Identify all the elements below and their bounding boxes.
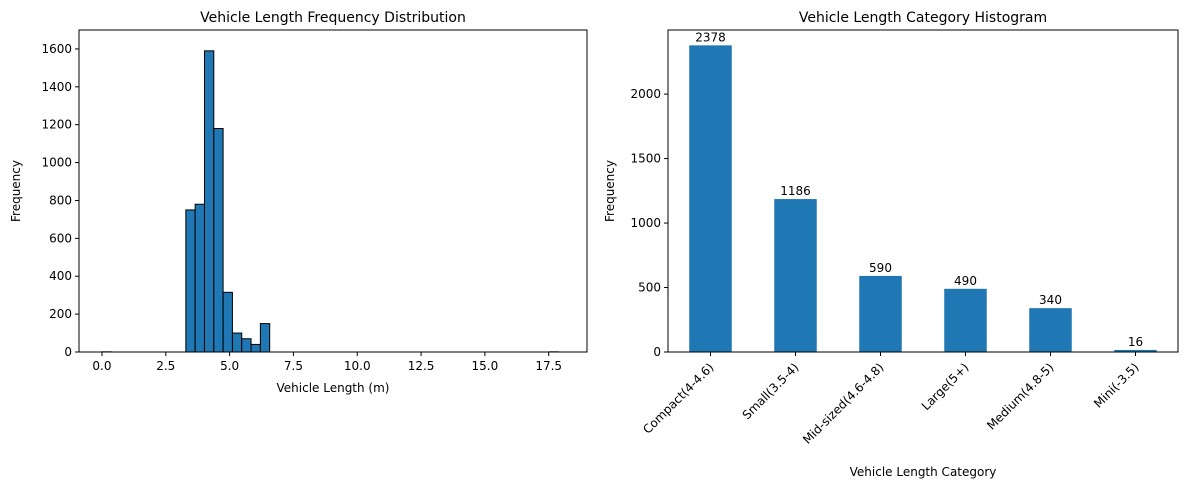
category-bars xyxy=(689,45,1157,353)
y-tick-label: 1500 xyxy=(630,152,661,166)
category-bar xyxy=(859,275,902,352)
histogram-bar xyxy=(203,50,215,353)
histogram-bars xyxy=(101,50,560,353)
left-axes-frame xyxy=(78,29,588,353)
bar-value-label: 590 xyxy=(869,261,892,275)
bar-value-label: 1186 xyxy=(780,184,811,198)
y-tick-label: 1600 xyxy=(41,42,72,56)
histogram-bar xyxy=(250,343,261,353)
right-y-axis-label: Frequency xyxy=(603,160,617,222)
histogram-bar xyxy=(185,209,196,353)
bar-value-label: 340 xyxy=(1039,293,1062,307)
right-y-ticks: 0 500 1000 1500 2000 xyxy=(630,87,668,359)
left-y-ticks: 0 200 400 600 800 1000 1200 1400 1600 xyxy=(41,42,79,359)
histogram-bar xyxy=(259,323,271,353)
y-tick-label: 1000 xyxy=(41,156,72,170)
y-tick-label: 1200 xyxy=(41,118,72,132)
right-bar-chart-panel: 2378 1186 590 490 340 16 0 500 1000 1500 2000 Com… xyxy=(603,10,1179,479)
y-tick-label: 600 xyxy=(49,231,72,245)
category-bar xyxy=(1114,349,1157,352)
category-tick-label: Mid-sized(4.6-4.8) xyxy=(800,360,887,447)
right-x-axis-label: Vehicle Length Category xyxy=(850,465,997,479)
left-x-ticks: 0.0 2.5 5.0 7.5 10.0 12.5 15.0 17.5 xyxy=(92,352,562,373)
y-tick-label: 400 xyxy=(49,269,72,283)
bar-value-label: 16 xyxy=(1128,335,1143,349)
y-tick-label: 1400 xyxy=(41,80,72,94)
x-tick-label: 2.5 xyxy=(156,359,175,373)
right-axes-frame xyxy=(667,29,1179,353)
category-bar xyxy=(944,288,987,352)
histogram-bar xyxy=(213,127,224,353)
x-tick-label: 0.0 xyxy=(92,359,111,373)
histogram-bar xyxy=(241,338,252,353)
left-histogram-panel: 0 200 400 600 800 1000 1200 1400 1600 0.0 2.5 5.0 7… xyxy=(9,10,588,395)
category-tick-label: Small(3.5-4) xyxy=(740,360,802,422)
y-tick-label: 2000 xyxy=(630,87,661,101)
right-chart-title: Vehicle Length Category Histogram xyxy=(799,10,1047,26)
x-tick-label: 7.5 xyxy=(284,359,303,373)
x-tick-label: 12.5 xyxy=(408,359,435,373)
category-tick-label: Compact(4-4.6) xyxy=(640,360,716,436)
category-tick-label: Mini(-3.5) xyxy=(1091,360,1141,410)
histogram-bar xyxy=(231,332,243,353)
y-tick-label: 0 xyxy=(64,345,72,359)
x-tick-label: 15.0 xyxy=(472,359,499,373)
y-tick-label: 800 xyxy=(49,193,72,207)
category-bar xyxy=(774,199,817,352)
histogram-bar xyxy=(194,203,205,353)
y-tick-label: 0 xyxy=(653,345,661,359)
bar-value-label: 2378 xyxy=(695,30,726,44)
y-tick-label: 1000 xyxy=(630,216,661,230)
category-bar xyxy=(689,45,732,353)
left-y-axis-label: Frequency xyxy=(9,160,23,222)
category-tick-label: Medium(4.8-5) xyxy=(984,360,1056,432)
left-chart-title: Vehicle Length Frequency Distribution xyxy=(200,10,466,26)
histogram-bar xyxy=(222,291,233,353)
y-tick-label: 200 xyxy=(49,307,72,321)
x-tick-label: 5.0 xyxy=(220,359,239,373)
category-bar xyxy=(1029,308,1072,352)
right-x-ticks: Compact(4-4.6) Small(3.5-4)Mid-sized(4.6-… xyxy=(640,352,1142,447)
y-tick-label: 500 xyxy=(638,281,661,295)
x-tick-label: 17.5 xyxy=(535,359,562,373)
bar-data-labels: 2378 1186 590 490 340 16 xyxy=(695,30,1143,349)
left-x-axis-label: Vehicle Length (m) xyxy=(277,381,390,395)
x-tick-label: 10.0 xyxy=(344,359,371,373)
bar-value-label: 490 xyxy=(954,274,977,288)
category-tick-label: Large(5+) xyxy=(919,360,972,413)
